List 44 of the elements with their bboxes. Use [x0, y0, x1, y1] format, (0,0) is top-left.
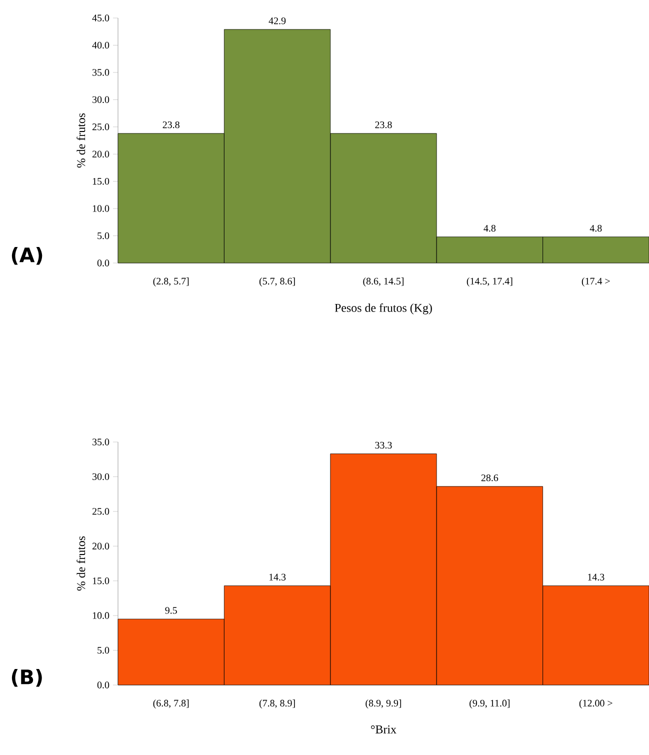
x-tick-label: (17.4 >	[582, 278, 610, 287]
text: (B)	[12, 669, 42, 687]
data-label: 9.5	[165, 607, 177, 614]
y-tick-label: 30.0	[92, 473, 110, 480]
data-label: 4.8	[484, 224, 496, 232]
x-tick-label: (8.6, 14.5]	[363, 278, 404, 287]
y-tick-label: 5.0	[98, 646, 110, 654]
y-tick-label: 25.0	[92, 508, 110, 515]
y-tick-label: 10.0	[92, 205, 110, 212]
y-tick-label: 40.0	[92, 42, 110, 49]
x-tick-label: (7.8, 8.9]	[259, 700, 295, 709]
y-axis-title: % de frutos	[76, 113, 86, 168]
x-tick-label: (9.9, 11.0]	[469, 700, 510, 709]
data-label: 23.8	[375, 121, 392, 128]
x-tick-label: (6.8, 7.8]	[153, 700, 189, 709]
data-label: 23.8	[162, 121, 180, 128]
y-tick-label: 45.0	[92, 14, 110, 22]
y-tick-label: 20.0	[92, 542, 110, 550]
x-axis-title: Pesos de frutos (Kg)	[334, 303, 432, 314]
x-tick-label: (8.9, 9.9]	[366, 700, 401, 709]
y-tick-label: 15.0	[92, 577, 110, 584]
data-label: 42.9	[268, 18, 286, 24]
x-tick-label: (12.00 >	[579, 700, 612, 709]
x-tick-label: (5.7, 8.6]	[259, 278, 295, 287]
data-label: 33.3	[375, 442, 392, 449]
y-tick-label: 35.0	[92, 69, 110, 76]
y-tick-label: 35.0	[92, 438, 110, 446]
y-tick-label: 5.0	[98, 232, 110, 240]
x-tick-label: (14.5, 17.4]	[466, 278, 512, 287]
y-tick-label: 20.0	[92, 150, 110, 158]
x-tick-label: (2.8, 5.7]	[153, 278, 189, 287]
y-tick-label: 10.0	[92, 612, 110, 619]
data-label: 4.8	[590, 224, 602, 232]
y-tick-label: 0.0	[97, 260, 110, 266]
data-label: 28.6	[481, 474, 498, 482]
data-label: 14.3	[269, 574, 286, 581]
y-axis-title: % de frutos	[76, 536, 86, 591]
y-tick-label: 25.0	[92, 124, 110, 130]
y-tick-label: 15.0	[92, 178, 110, 185]
data-label: 14.3	[588, 574, 604, 581]
text: (A)	[12, 247, 42, 265]
y-tick-label: 0.0	[97, 682, 110, 688]
y-tick-label: 30.0	[92, 96, 110, 104]
x-axis-title: °Brix	[370, 725, 396, 734]
